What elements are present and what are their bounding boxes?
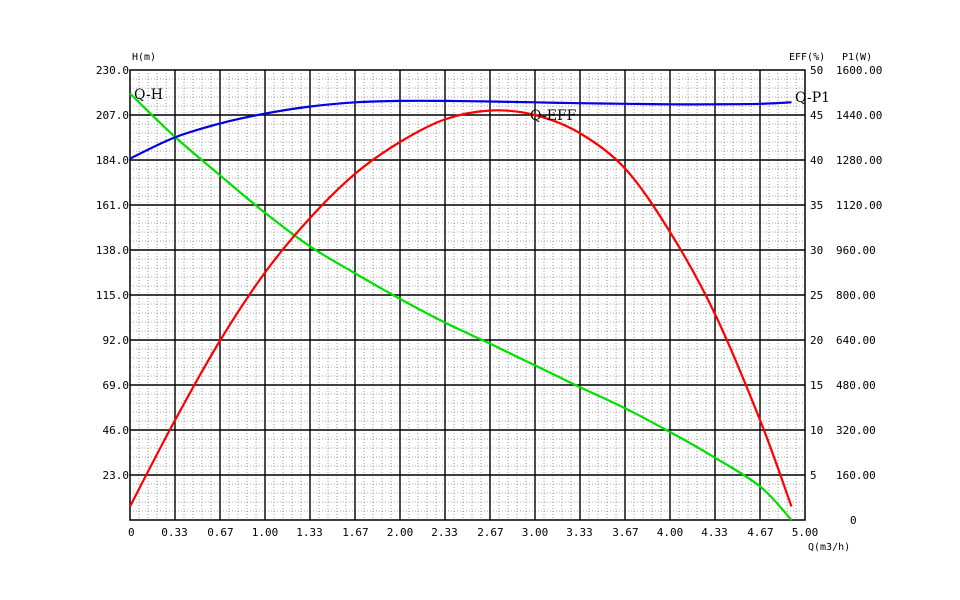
x-tick-label: 4.33 bbox=[701, 526, 728, 539]
p1-tick-label: 0 bbox=[850, 514, 857, 527]
x-tick-label: 3.67 bbox=[612, 526, 639, 539]
x-tick-label: 2.00 bbox=[387, 526, 414, 539]
p1-axis-title: P1(W) bbox=[842, 52, 872, 63]
eff-tick-label: 15 bbox=[810, 379, 823, 392]
x-tick-label: 2.33 bbox=[431, 526, 458, 539]
p1-tick-label: 1440.00 bbox=[836, 109, 882, 122]
eff-axis-title: EFF(%) bbox=[789, 52, 825, 63]
p1-tick-label: 1600.00 bbox=[836, 64, 882, 77]
h-tick-label: 115.0 bbox=[96, 289, 129, 302]
h-tick-label: 23.0 bbox=[103, 469, 130, 482]
h-tick-label: 207.0 bbox=[96, 109, 129, 122]
eff-tick-label: 25 bbox=[810, 289, 823, 302]
h-tick-label: 46.0 bbox=[103, 424, 130, 437]
eff-tick-label: 20 bbox=[810, 334, 823, 347]
q-h-curve-label: Q-H bbox=[134, 87, 163, 103]
h-tick-label: 184.0 bbox=[96, 154, 129, 167]
p1-tick-label: 480.00 bbox=[836, 379, 876, 392]
x-tick-label: 3.00 bbox=[522, 526, 549, 539]
h-axis-title: H(m) bbox=[132, 52, 156, 63]
x-tick-label: 4.00 bbox=[657, 526, 684, 539]
x-tick-label: 1.33 bbox=[296, 526, 323, 539]
h-tick-label: 230.0 bbox=[96, 64, 129, 77]
eff-tick-label: 40 bbox=[810, 154, 823, 167]
x-tick-label: 0.67 bbox=[207, 526, 234, 539]
h-tick-label: 92.0 bbox=[103, 334, 130, 347]
eff-tick-label: 10 bbox=[810, 424, 823, 437]
q-p1-curve-label: Q-P1 bbox=[795, 90, 830, 106]
curves bbox=[129, 92, 793, 521]
h-tick-label: 138.0 bbox=[96, 244, 129, 257]
eff-tick-label: 50 bbox=[810, 64, 823, 77]
x-tick-label: 2.67 bbox=[477, 526, 504, 539]
q-eff-curve-label: Q-EFF bbox=[530, 108, 577, 124]
x-tick-label: 1.67 bbox=[342, 526, 369, 539]
eff-tick-label: 5 bbox=[810, 469, 817, 482]
eff-tick-label: 30 bbox=[810, 244, 823, 257]
x-tick-label: 0 bbox=[128, 526, 135, 539]
plot-frame bbox=[129, 69, 806, 521]
q-axis-title: Q(m3/h) bbox=[808, 542, 850, 553]
eff-tick-label: 35 bbox=[810, 199, 823, 212]
x-tick-labels: 0 0.33 0.67 1.00 1.33 1.67 2.00 2.33 2.67 3.00 3.3… bbox=[128, 526, 818, 539]
major-grid bbox=[130, 70, 805, 520]
eff-tick-labels: 5 10 15 20 25 30 35 40 45 50 bbox=[810, 64, 823, 482]
h-tick-label: 161.0 bbox=[96, 199, 129, 212]
x-tick-label: 4.67 bbox=[747, 526, 774, 539]
q-eff-curve bbox=[129, 109, 793, 508]
q-p1-curve bbox=[129, 99, 792, 160]
q-h-curve bbox=[129, 92, 793, 521]
x-tick-label: 1.00 bbox=[252, 526, 279, 539]
p1-tick-label: 800.00 bbox=[836, 289, 876, 302]
x-tick-label: 3.33 bbox=[566, 526, 593, 539]
p1-tick-label: 1280.00 bbox=[836, 154, 882, 167]
x-tick-label: 0.33 bbox=[161, 526, 188, 539]
eff-tick-label: 45 bbox=[810, 109, 823, 122]
h-tick-label: 69.0 bbox=[103, 379, 130, 392]
p1-tick-labels: 0 160.00 320.00 480.00 640.00 800.00 960.00 112… bbox=[836, 64, 882, 527]
h-tick-labels: 23.0 46.0 69.0 92.0 115.0 138.0 161.0 184.0 207.… bbox=[96, 64, 129, 482]
p1-tick-label: 1120.00 bbox=[836, 199, 882, 212]
p1-tick-label: 960.00 bbox=[836, 244, 876, 257]
p1-tick-label: 320.00 bbox=[836, 424, 876, 437]
x-tick-label: 5.00 bbox=[792, 526, 819, 539]
p1-tick-label: 640.00 bbox=[836, 334, 876, 347]
p1-tick-label: 160.00 bbox=[836, 469, 876, 482]
